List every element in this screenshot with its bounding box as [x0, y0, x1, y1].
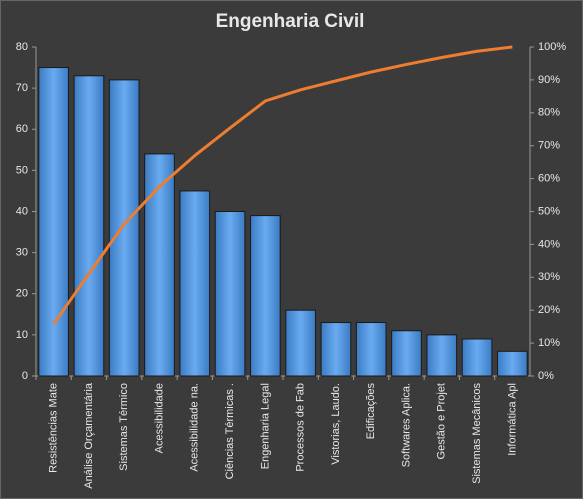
- y-tick-label: 60: [16, 123, 28, 135]
- y2-tick-label: 70%: [538, 140, 560, 152]
- y2-tick-label: 0%: [538, 370, 554, 382]
- x-tick-label: Ciências Térmicas .: [224, 383, 236, 479]
- y-tick-label: 50: [16, 164, 28, 176]
- x-tick-label: Sistemas Mecânicos: [471, 383, 483, 484]
- bar: [461, 338, 493, 377]
- y2-tick-label: 40%: [538, 238, 560, 250]
- y-tick-label: 30: [16, 247, 28, 259]
- y2-tick-label: 10%: [538, 337, 560, 349]
- x-tick-label: Engenharia Legal: [259, 383, 271, 469]
- x-tick-label: Vistorias, Laudo.: [330, 383, 342, 465]
- y-tick-label: 70: [16, 82, 28, 94]
- bar: [38, 67, 69, 377]
- y-tick-label: 20: [16, 288, 28, 300]
- x-tick-label: Informática Apl: [506, 383, 518, 456]
- y-tick-label: 10: [16, 329, 28, 341]
- y2-tick-label: 80%: [538, 107, 560, 119]
- y2-tick-label: 30%: [538, 271, 560, 283]
- y2-tick-label: 100%: [538, 41, 566, 53]
- y-tick-label: 80: [16, 41, 28, 53]
- x-tick-label: Resistências Mate: [48, 383, 60, 473]
- x-tick-label: Edificações: [365, 383, 377, 440]
- bar: [73, 75, 105, 377]
- x-tick-label: Softwares Aplica.: [400, 383, 412, 467]
- y2-tick-label: 60%: [538, 173, 560, 185]
- bar: [179, 190, 211, 377]
- bar: [355, 322, 387, 377]
- x-tick-label: Acessibilidade: [153, 383, 165, 453]
- bar: [144, 153, 175, 377]
- bar: [214, 211, 246, 377]
- y-tick-label: 40: [16, 205, 28, 217]
- bar: [391, 330, 422, 377]
- bar: [497, 350, 528, 377]
- bar: [320, 322, 352, 377]
- bar: [250, 215, 281, 377]
- cumulative-line: [52, 45, 513, 325]
- x-tick-label: Sistemas Térmico: [118, 383, 130, 471]
- y2-tick-label: 50%: [538, 205, 560, 217]
- bar: [285, 309, 316, 377]
- x-tick-label: Análise Orçamentária: [83, 382, 95, 489]
- y2-tick-label: 20%: [538, 304, 560, 316]
- bar: [426, 334, 458, 377]
- chart-title: Engenharia Civil: [216, 11, 365, 32]
- x-tick-label: Gestão e Projet: [436, 383, 448, 459]
- x-tick-label: Acessibilidade na.: [189, 383, 201, 472]
- bar: [108, 79, 140, 377]
- y2-tick-label: 90%: [538, 74, 560, 86]
- x-tick-label: Processos de Fab: [295, 383, 307, 472]
- y-tick-label: 0: [22, 370, 28, 382]
